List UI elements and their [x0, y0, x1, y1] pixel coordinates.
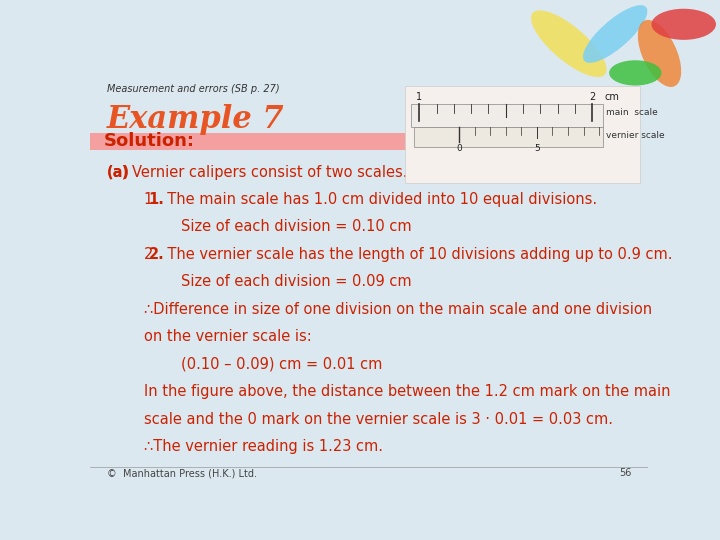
Circle shape	[652, 9, 716, 40]
Text: 5: 5	[534, 144, 540, 153]
Text: 2: 2	[589, 92, 595, 102]
Text: 1.: 1.	[148, 192, 164, 207]
Text: 0: 0	[456, 144, 462, 153]
Text: Measurement and errors (SB p. 27): Measurement and errors (SB p. 27)	[107, 84, 279, 93]
Ellipse shape	[583, 5, 647, 63]
Text: 2.: 2.	[148, 247, 164, 262]
Text: Example 7: Example 7	[107, 104, 284, 136]
FancyBboxPatch shape	[90, 133, 441, 150]
Text: cm: cm	[605, 92, 619, 102]
Ellipse shape	[531, 10, 606, 77]
Text: (a): (a)	[107, 165, 130, 180]
Text: 1: 1	[416, 92, 423, 102]
Text: 1.  The main scale has 1.0 cm divided into 10 equal divisions.: 1. The main scale has 1.0 cm divided int…	[107, 192, 597, 207]
FancyBboxPatch shape	[405, 85, 639, 183]
Text: 2.  The vernier scale has the length of 10 divisions adding up to 0.9 cm.: 2. The vernier scale has the length of 1…	[107, 247, 672, 262]
Text: on the vernier scale is:: on the vernier scale is:	[107, 329, 312, 344]
Text: ∴The vernier reading is 1.23 cm.: ∴The vernier reading is 1.23 cm.	[107, 439, 383, 454]
Text: Size of each division = 0.10 cm: Size of each division = 0.10 cm	[107, 219, 411, 234]
Text: vernier scale: vernier scale	[606, 131, 665, 140]
Text: ©  Manhattan Press (H.K.) Ltd.: © Manhattan Press (H.K.) Ltd.	[107, 468, 257, 478]
Ellipse shape	[638, 20, 681, 87]
Bar	[413, 127, 603, 147]
Text: Solution:: Solution:	[104, 132, 195, 150]
Text: ∴Difference in size of one division on the main scale and one division: ∴Difference in size of one division on t…	[107, 302, 652, 317]
Text: scale and the 0 mark on the vernier scale is 3 · 0.01 = 0.03 cm.: scale and the 0 mark on the vernier scal…	[107, 411, 613, 427]
Text: In the figure above, the distance between the 1.2 cm mark on the main: In the figure above, the distance betwee…	[107, 384, 670, 399]
Text: Size of each division = 0.09 cm: Size of each division = 0.09 cm	[107, 274, 411, 289]
Circle shape	[609, 60, 662, 85]
Bar	[411, 104, 603, 127]
Text: main  scale: main scale	[606, 108, 658, 117]
Text: (0.10 – 0.09) cm = 0.01 cm: (0.10 – 0.09) cm = 0.01 cm	[107, 357, 382, 372]
Text: 56: 56	[619, 468, 631, 478]
Text: (a) Vernier calipers consist of two scales.: (a) Vernier calipers consist of two scal…	[107, 165, 408, 180]
